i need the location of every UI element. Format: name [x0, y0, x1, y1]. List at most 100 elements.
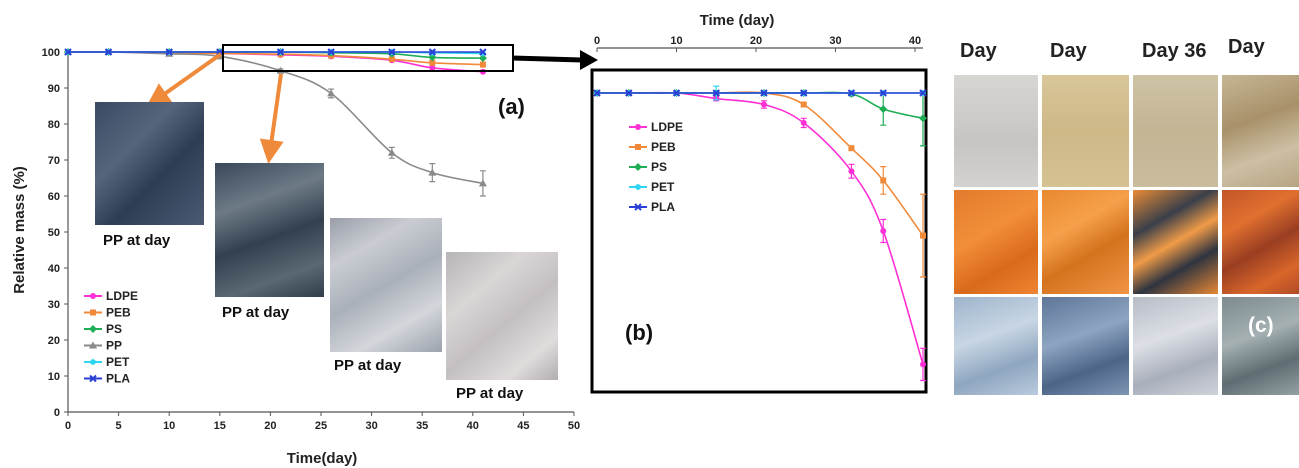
x-tick-label: 0 [65, 420, 71, 432]
legend-label: PLA [651, 200, 675, 214]
panel-label-b: (b) [625, 320, 653, 345]
x-tick-label: 30 [829, 35, 841, 47]
data-point [429, 64, 436, 71]
x-tick-label: 0 [594, 35, 600, 47]
x-tick-label: 10 [163, 420, 175, 432]
series-pla [593, 89, 927, 97]
data-point [429, 59, 436, 66]
y-tick-label: 30 [48, 299, 60, 311]
data-point [593, 89, 601, 97]
data-point [428, 48, 437, 56]
x-tick-label: 25 [315, 420, 327, 432]
photo-c-r1-2 [1042, 75, 1129, 187]
data-point [848, 168, 855, 175]
data-point [428, 168, 437, 176]
y-tick-label: 10 [48, 371, 60, 383]
panel-c-header-3: Day 36 [1142, 40, 1207, 62]
photo-c-r1-4 [1222, 75, 1299, 187]
x-tick-label: 40 [909, 35, 921, 47]
panel-c-header-1: Day [960, 40, 997, 62]
b-x-axis-label: Time (day) [700, 12, 775, 29]
pp-photo-2 [215, 163, 324, 297]
legend-marker [90, 359, 96, 365]
data-point [879, 89, 887, 97]
data-point [479, 50, 486, 57]
chart-panel-b: 0 10 20 30 40 LDPE PEB PS PET PLA Time (day) (b) [590, 12, 928, 394]
legend-label: PET [651, 180, 675, 194]
data-point [479, 61, 486, 68]
series-ps [593, 89, 927, 147]
x-tick-label: 20 [264, 420, 276, 432]
legend-marker [634, 203, 642, 211]
y-tick-label: 50 [48, 227, 60, 239]
zoom-arrow [512, 50, 598, 70]
series-line [597, 91, 924, 237]
legend-item-peb: PEB [84, 306, 131, 320]
y-tick-label: 100 [42, 47, 60, 59]
data-point [712, 89, 720, 97]
y-tick-label: 60 [48, 191, 60, 203]
legend-label: PEB [651, 140, 676, 154]
data-point [880, 228, 887, 234]
data-point [800, 89, 808, 97]
x-tick-label: 15 [214, 420, 226, 432]
data-point [479, 48, 487, 56]
series-peb [594, 90, 926, 278]
x-tick-label: 30 [365, 420, 377, 432]
data-point [327, 48, 335, 56]
legend-marker [635, 124, 641, 130]
legend-item-pet: PET [629, 180, 675, 194]
panel-c-header-2: Day [1050, 40, 1087, 62]
legend-item-ps: PS [84, 322, 122, 336]
photo-c-r2-2 [1042, 190, 1129, 294]
data-point [848, 145, 855, 152]
x-axis-label: Time(day) [287, 450, 358, 467]
y-tick-label: 0 [54, 407, 60, 419]
photo-c-r3-1 [954, 297, 1038, 395]
photo-c-r2-1 [954, 190, 1038, 294]
legend-item-ldpe: LDPE [629, 120, 683, 134]
data-point [672, 89, 681, 97]
legend-marker [635, 184, 641, 190]
data-point [847, 89, 856, 97]
data-point [920, 232, 926, 239]
legend-label: PLA [106, 372, 130, 386]
data-point [919, 89, 927, 97]
panel-label-c: (c) [1248, 314, 1274, 337]
legend-marker [634, 163, 642, 171]
data-point [387, 148, 396, 156]
pp-photo-4 [446, 252, 558, 380]
legend-label: LDPE [651, 120, 683, 134]
photo-c-r1-1 [954, 75, 1038, 187]
legend-label: PET [106, 355, 130, 369]
legend-item-pla: PLA [84, 372, 130, 386]
legend-item-pet: PET [84, 355, 130, 369]
data-point [879, 105, 888, 114]
legend-marker [89, 325, 97, 333]
x-tick-label: 5 [116, 420, 122, 432]
data-point [104, 48, 113, 56]
data-point [327, 89, 336, 97]
x-tick-label: 20 [750, 35, 762, 47]
photo-c-r1-3 [1133, 75, 1218, 187]
data-point [800, 101, 807, 108]
photo-c-r3-2 [1042, 297, 1129, 395]
x-tick-label: 35 [416, 420, 428, 432]
panel-c-header-4: Day [1228, 36, 1265, 58]
y-tick-label: 90 [48, 83, 60, 95]
data-point [920, 361, 926, 368]
legend-marker [90, 309, 96, 316]
data-point [760, 101, 767, 108]
x-tick-label: 40 [467, 420, 479, 432]
x-tick-label: 10 [670, 35, 682, 47]
legend-item-ps: PS [629, 160, 667, 174]
photo-caption-3: PP at day [334, 357, 402, 374]
data-point [919, 114, 927, 123]
pp-photo-3 [330, 218, 442, 352]
data-point [625, 89, 633, 97]
pp-photo-1 [95, 102, 204, 225]
zoom-box [222, 44, 514, 72]
photo-c-r2-4 [1222, 190, 1299, 294]
data-point [800, 119, 807, 126]
y-tick-label: 40 [48, 263, 60, 275]
